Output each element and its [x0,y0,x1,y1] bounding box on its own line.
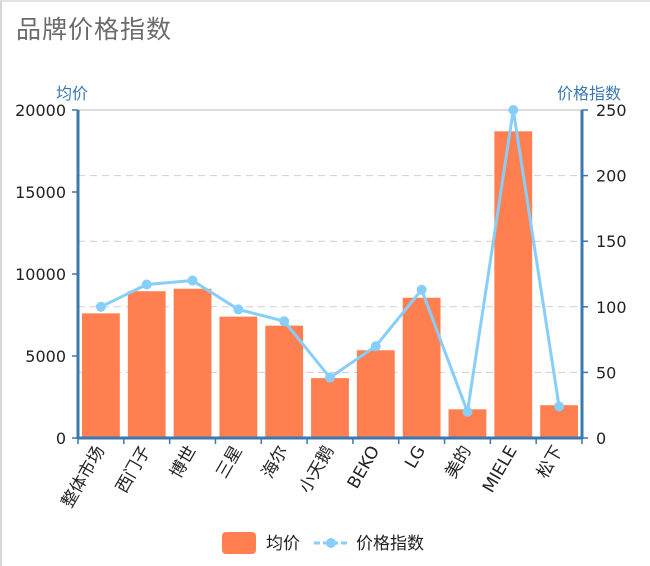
bar-西门子 [127,291,166,438]
index-point-三星 [233,304,244,315]
legend-line-marker [326,538,336,548]
index-point-整体市场 [95,301,106,312]
category-label: 西门子 [112,443,155,497]
right-axis-title: 价格指数 [557,84,621,103]
right-tick-label: 150 [596,232,627,251]
bar-MIELE [494,131,533,438]
category-label: BEKO [344,443,384,493]
right-tick-label: 50 [596,363,616,382]
category-label: 美的 [441,443,475,482]
right-tick-label: 250 [596,101,627,120]
bar-BEKO [356,350,395,438]
category-label: MIELE [479,443,522,497]
category-label: 博世 [167,443,201,482]
left-tick-label: 0 [56,429,66,448]
right-tick-label: 100 [596,298,627,317]
bar-三星 [219,316,258,438]
category-label: 小天鹅 [296,443,339,497]
category-label: LG [401,443,430,473]
category-label: 整体市场 [58,443,109,512]
left-axis-title: 均价 [56,84,88,103]
index-point-BEKO [370,341,381,352]
legend-bar-swatch [222,532,256,554]
index-point-MIELE [508,105,519,115]
left-tick-label: 10000 [15,265,66,284]
right-tick-label: 0 [596,429,606,448]
legend-bar-label: 均价 [266,534,300,554]
category-label: 海尔 [258,443,292,482]
index-point-松下 [554,401,565,412]
index-point-LG [416,284,427,295]
index-point-海尔 [279,316,290,327]
right-tick-label: 200 [596,167,627,186]
index-line [100,109,561,418]
category-label: 三星 [212,443,246,482]
category-label: 松下 [533,443,567,482]
bar-LG [402,297,441,438]
chart-title: 品牌价格指数 [16,15,173,44]
bar-小天鹅 [311,378,349,438]
index-point-博世 [187,275,198,286]
bar-整体市场 [82,313,120,438]
index-point-西门子 [141,279,152,290]
index-point-美的 [462,406,473,417]
left-tick-label: 5000 [25,347,66,366]
bar-博世 [173,288,212,438]
left-tick-label: 15000 [15,183,66,202]
left-tick-label: 20000 [15,101,66,120]
index-point-小天鹅 [325,372,335,383]
bar-海尔 [265,325,304,438]
legend-line-label: 价格指数 [356,534,424,554]
